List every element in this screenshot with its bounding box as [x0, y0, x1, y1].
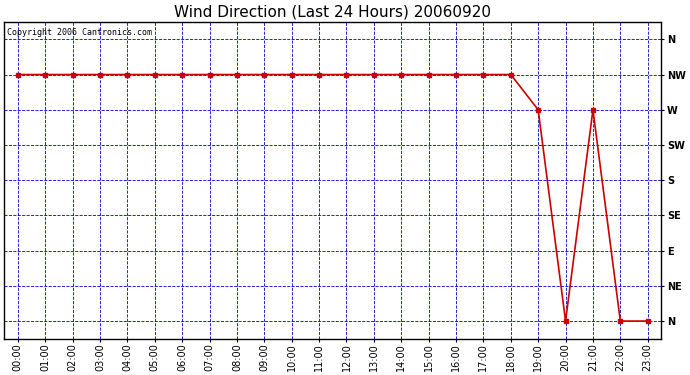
Text: Copyright 2006 Cantronics.com: Copyright 2006 Cantronics.com — [8, 28, 152, 37]
Title: Wind Direction (Last 24 Hours) 20060920: Wind Direction (Last 24 Hours) 20060920 — [175, 4, 491, 19]
